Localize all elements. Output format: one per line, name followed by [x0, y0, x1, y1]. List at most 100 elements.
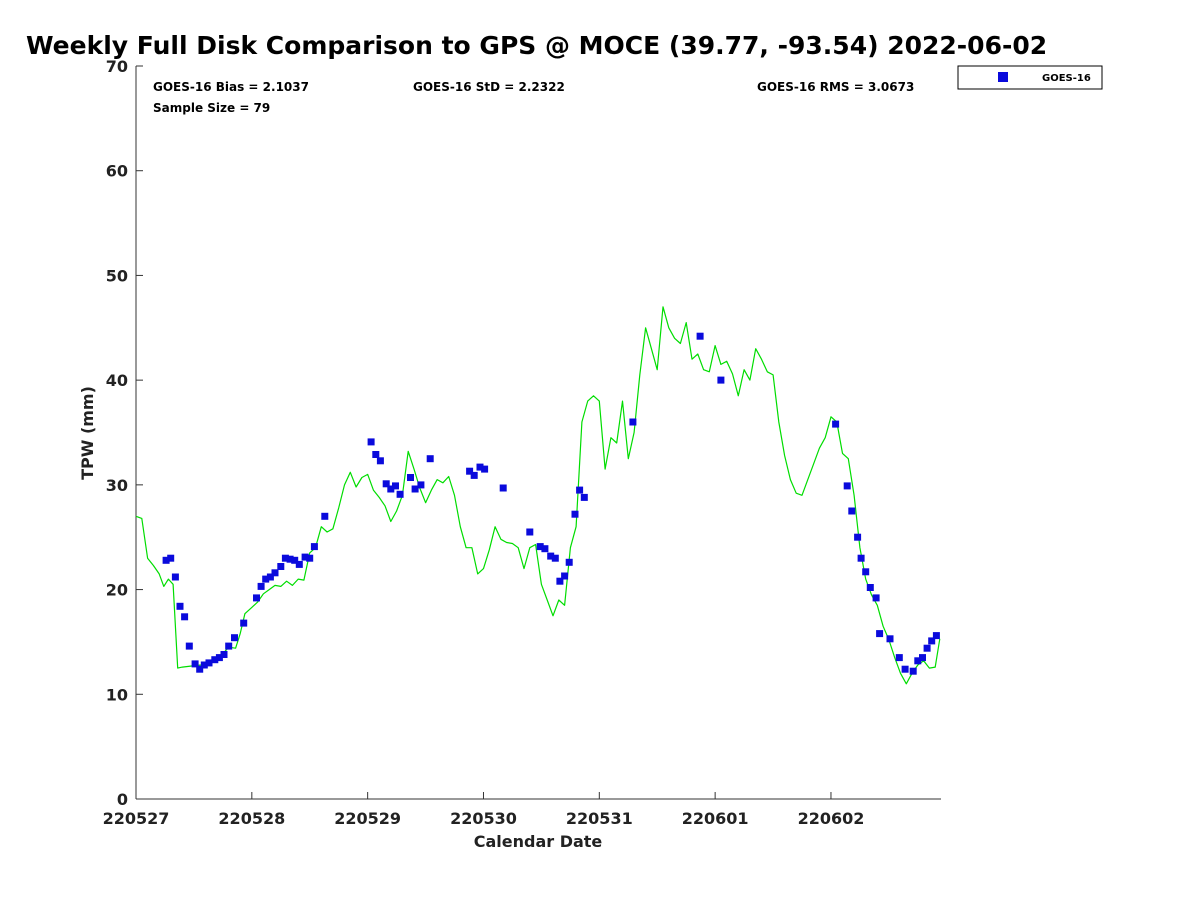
- y-tick-label: 70: [106, 57, 128, 76]
- goes16-point: [541, 545, 549, 553]
- goes16-point: [321, 512, 329, 520]
- goes16-point: [895, 654, 903, 662]
- y-tick-label: 30: [106, 476, 128, 495]
- goes16-point: [909, 667, 917, 675]
- goes16-point: [271, 569, 279, 577]
- goes16-point: [901, 665, 909, 673]
- y-tick-label: 0: [117, 790, 128, 809]
- goes16-point: [231, 634, 238, 642]
- stat-std: GOES-16 StD = 2.2322: [413, 80, 565, 94]
- goes16-point: [565, 558, 573, 566]
- stat-sample-size: Sample Size = 79: [153, 101, 270, 115]
- goes16-point: [205, 659, 213, 667]
- goes16-point: [211, 656, 219, 664]
- goes16-point: [257, 582, 265, 590]
- goes16-point: [281, 554, 289, 562]
- y-tick-label: 10: [106, 685, 128, 704]
- goes16-point: [417, 481, 425, 489]
- goes16-point: [876, 630, 884, 638]
- goes16-point: [717, 376, 725, 384]
- y-tick-label: 50: [106, 266, 128, 285]
- goes16-point: [286, 555, 294, 563]
- stat-rms: GOES-16 RMS = 3.0673: [757, 80, 914, 94]
- chart-title: Weekly Full Disk Comparison to GPS @ MOC…: [26, 31, 1047, 60]
- goes16-point: [919, 654, 926, 662]
- goes16-point: [857, 554, 865, 562]
- goes16-point: [191, 660, 199, 668]
- goes16-point: [580, 493, 588, 501]
- goes16-point: [240, 619, 248, 627]
- goes16-point: [162, 556, 170, 564]
- goes16-point: [372, 451, 380, 458]
- goes16-point: [387, 485, 395, 493]
- y-axis-label: TPW (mm): [78, 386, 97, 480]
- legend-marker: [998, 72, 1008, 82]
- goes16-point: [426, 455, 434, 463]
- y-tick-label: 40: [106, 371, 128, 390]
- goes16-point: [176, 602, 184, 610]
- goes16-point: [392, 482, 399, 490]
- goes16-point: [547, 552, 555, 560]
- goes16-point: [571, 510, 579, 518]
- goes16-point: [923, 644, 931, 652]
- goes16-point: [396, 490, 404, 498]
- goes16-point: [196, 665, 204, 673]
- legend-label: GOES-16: [1042, 73, 1091, 84]
- goes16-point: [277, 563, 285, 570]
- goes16-point: [466, 467, 474, 475]
- gps-series-line: [135, 306, 941, 685]
- goes16-point: [185, 642, 193, 650]
- goes16-point: [200, 661, 208, 669]
- goes16-point: [411, 485, 419, 493]
- goes16-point: [499, 484, 507, 492]
- goes16-point: [295, 560, 303, 568]
- goes16-point: [526, 528, 534, 536]
- goes16-point: [266, 573, 274, 581]
- goes16-point: [253, 594, 260, 602]
- goes16-point: [832, 420, 840, 428]
- x-tick-label: 220530: [450, 809, 517, 828]
- x-tick-label: 220528: [218, 809, 285, 828]
- goes16-point: [481, 465, 489, 473]
- goes16-point: [928, 637, 936, 645]
- x-tick-label: 220531: [566, 809, 633, 828]
- goes16-point: [181, 613, 189, 621]
- goes16-point: [862, 568, 870, 576]
- goes16-point: [291, 556, 299, 564]
- x-tick-label: 220527: [103, 809, 170, 828]
- goes16-point: [536, 543, 544, 551]
- goes16-point: [376, 457, 384, 465]
- plot-area: 0 10 20 30 40 50 60 70 220527 220528 220529 220530 2…: [103, 57, 941, 828]
- goes16-point: [367, 438, 375, 446]
- goes16-point: [310, 543, 318, 551]
- goes16-point: [843, 482, 851, 490]
- legend: GOES-16: [957, 65, 1103, 90]
- goes16-point: [629, 418, 637, 426]
- goes16-point: [696, 332, 704, 340]
- goes16-point: [886, 635, 894, 643]
- goes16-point: [220, 651, 228, 658]
- goes16-point: [306, 554, 314, 562]
- goes16-point: [866, 584, 874, 591]
- goes16-point: [872, 594, 880, 602]
- goes16-point: [476, 463, 484, 471]
- goes16-point: [382, 480, 390, 488]
- x-axis-label: Calendar Date: [474, 832, 603, 851]
- goes16-point: [225, 642, 233, 650]
- x-tick-label: 220601: [682, 809, 749, 828]
- y-tick-label: 60: [106, 162, 128, 181]
- goes16-point: [932, 632, 940, 640]
- legend-box: [957, 65, 1103, 90]
- goes16-point: [262, 575, 270, 583]
- goes16-point: [171, 573, 179, 581]
- goes16-point: [576, 486, 584, 494]
- x-tick-label: 220602: [798, 809, 865, 828]
- goes16-point: [561, 572, 569, 580]
- goes16-point: [301, 553, 309, 561]
- goes16-point: [167, 554, 175, 562]
- goes16-point: [914, 657, 922, 665]
- goes16-point: [848, 507, 856, 515]
- goes16-point: [470, 471, 478, 479]
- x-tick-label: 220529: [334, 809, 401, 828]
